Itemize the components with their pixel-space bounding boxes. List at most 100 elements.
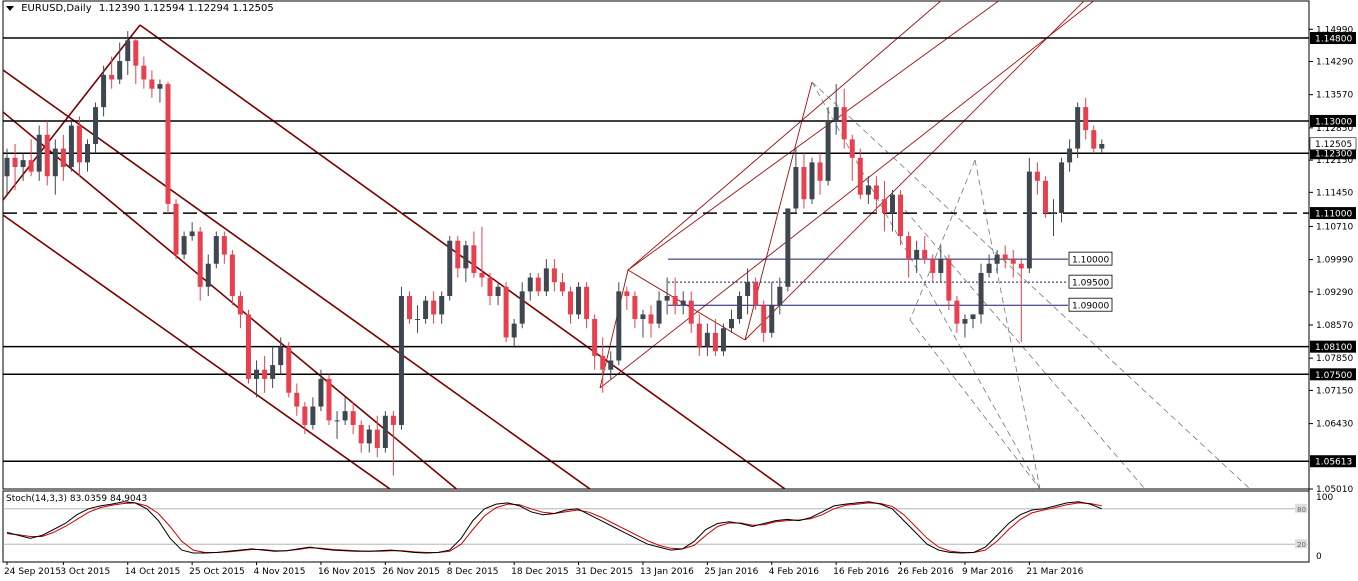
time-tick-label: 26 Nov 2015 <box>382 567 440 577</box>
bullish-candle <box>890 194 895 214</box>
bearish-candle <box>873 185 879 200</box>
pitchfork-line <box>744 1 1085 341</box>
bullish-candle <box>423 300 429 320</box>
bearish-candle <box>350 411 356 425</box>
bullish-candle <box>125 40 131 62</box>
bullish-candle <box>608 360 614 370</box>
bearish-candle <box>431 300 437 315</box>
bullish-candle <box>205 263 211 287</box>
bullish-candle <box>962 319 968 324</box>
bullish-candle <box>52 148 58 177</box>
bearish-candle <box>592 319 598 356</box>
bullish-candle <box>543 268 549 292</box>
bearish-candle <box>487 277 493 296</box>
bearish-candle <box>1034 171 1040 181</box>
bearish-candle <box>946 259 952 301</box>
price-tick-label: 1.14990 <box>1316 25 1353 35</box>
bearish-candle <box>326 378 332 421</box>
fan-line <box>811 81 1041 489</box>
price-tick-label: 1.06430 <box>1316 420 1353 430</box>
fib-level-label: 1.10000 <box>1072 256 1109 266</box>
descending-channel-line <box>3 24 141 201</box>
level-price-tag <box>1310 207 1356 220</box>
time-tick-label: 25 Oct 2015 <box>189 567 245 577</box>
bullish-candle <box>213 236 219 264</box>
bullish-candle <box>415 319 421 321</box>
bullish-candle <box>519 291 525 324</box>
bullish-candle <box>640 314 646 320</box>
bearish-candle <box>302 406 308 425</box>
bearish-candle <box>28 160 34 172</box>
fib-level-box <box>1068 297 1113 312</box>
level-price-tag-label: 1.08100 <box>1315 343 1352 353</box>
price-tick-label: 1.08570 <box>1316 321 1353 331</box>
fan-line <box>904 209 1146 489</box>
fib-level-label: 1.09000 <box>1072 302 1109 312</box>
descending-channel-line <box>3 214 391 489</box>
price-tick-label: 1.10710 <box>1316 222 1353 232</box>
time-tick-label: 18 Dec 2015 <box>511 567 569 577</box>
bullish-candle <box>978 272 984 315</box>
collapse-triangle-icon[interactable] <box>6 5 14 11</box>
stochastic-scale-label: 100 <box>1316 493 1333 503</box>
bearish-candle <box>1002 254 1008 260</box>
bearish-candle <box>479 272 485 278</box>
bearish-candle <box>60 148 66 168</box>
bullish-candle <box>85 143 90 163</box>
bullish-candle <box>745 282 751 296</box>
bullish-candle <box>278 346 284 366</box>
bearish-candle <box>535 277 541 292</box>
bullish-candle <box>93 107 99 144</box>
current-price-label: 1.12505 <box>1315 140 1352 150</box>
bearish-candle <box>141 65 147 80</box>
bearish-candle <box>551 268 557 283</box>
bullish-candle <box>1059 162 1065 214</box>
bullish-candle <box>310 406 316 425</box>
bullish-candle <box>1051 213 1056 215</box>
pitchfork-line <box>627 1 1000 271</box>
bearish-candle <box>648 314 654 324</box>
time-tick-label: 9 Mar 2016 <box>962 567 1014 577</box>
bearish-candle <box>12 157 18 168</box>
ohlc-values: 1.12390 1.12594 1.12294 1.12505 <box>98 3 274 14</box>
bearish-candle <box>76 125 82 163</box>
fan-line <box>811 81 1251 489</box>
bearish-candle <box>672 295 678 306</box>
bullish-candle <box>439 295 445 315</box>
bearish-candle <box>237 295 243 315</box>
bullish-candle <box>181 236 187 255</box>
stochastic-scale-label: 0 <box>1316 552 1322 562</box>
bullish-candle <box>447 240 453 296</box>
bearish-candle <box>761 305 767 333</box>
bearish-candle <box>688 300 694 324</box>
bullish-candle <box>865 185 871 195</box>
bullish-candle <box>793 167 799 209</box>
time-tick-label: 31 Dec 2015 <box>576 567 634 577</box>
main-plot-group <box>3 1 1309 489</box>
bullish-candle <box>720 328 726 352</box>
bullish-candle <box>1099 143 1105 149</box>
bullish-candle <box>157 84 163 89</box>
bearish-candle <box>954 300 960 324</box>
chart-header: EURUSD,Daily 1.12390 1.12594 1.12294 1.1… <box>6 3 274 14</box>
price-tick-label: 1.12850 <box>1316 124 1353 134</box>
bearish-candle <box>930 259 936 273</box>
bullish-candle <box>463 245 469 269</box>
bearish-candle <box>849 139 855 158</box>
bearish-candle <box>841 107 847 140</box>
bearish-candle <box>407 295 412 320</box>
bullish-candle <box>511 323 517 338</box>
bullish-candle <box>680 300 686 306</box>
price-tick-label: 1.09990 <box>1316 256 1353 266</box>
pitchfork-line <box>599 269 629 389</box>
price-tick-label: 1.12150 <box>1316 156 1353 166</box>
level-price-tag-label: 1.12300 <box>1315 150 1352 160</box>
bearish-candle <box>294 392 300 407</box>
price-tick-label: 1.07150 <box>1316 386 1353 396</box>
bearish-candle <box>696 323 702 347</box>
time-tick-label: 3 Oct 2015 <box>60 567 110 577</box>
bullish-candle <box>20 160 26 168</box>
stochastic-level-box <box>1295 503 1307 513</box>
